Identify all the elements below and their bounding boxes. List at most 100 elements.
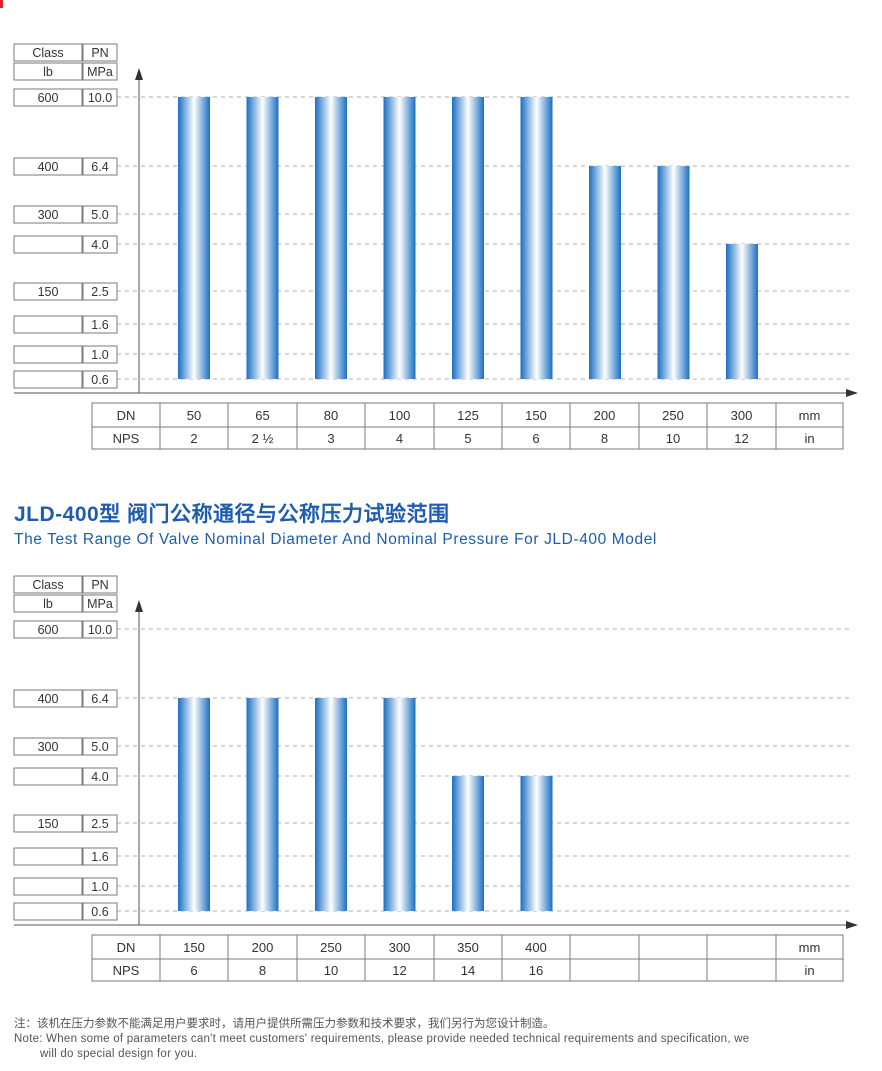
dn-unit: mm — [799, 408, 821, 423]
nps-value-4: 14 — [461, 963, 475, 978]
dn-value-1: 200 — [252, 940, 274, 955]
lb-header-box — [13, 62, 83, 81]
class-box-0 — [13, 620, 83, 639]
pn-box-6 — [82, 877, 118, 896]
x-axis-arrow — [846, 389, 858, 397]
class-box-6 — [13, 877, 83, 896]
nps-value-4: 5 — [464, 431, 471, 446]
pn-label-3: 4.0 — [91, 770, 108, 784]
class-header: Class — [32, 578, 63, 592]
class-box-6 — [13, 345, 83, 364]
pn-label-4: 2.5 — [91, 285, 108, 299]
bar-3 — [383, 698, 416, 911]
dn-value-5: 150 — [525, 408, 547, 423]
chart-test-range-1: Class PN lb MPa 600 10.0 400 6.4 300 5.0 4.0 150 2.5… — [0, 0, 882, 460]
nps-value-3: 4 — [396, 431, 403, 446]
class-label-0: 600 — [38, 91, 59, 105]
nps-value-1: 2 ½ — [252, 431, 274, 446]
mpa-header-box — [82, 62, 118, 81]
class-box-2 — [13, 737, 83, 756]
pn-box-0 — [82, 620, 118, 639]
pn-box-3 — [82, 235, 118, 254]
dn-value-7: 250 — [662, 408, 684, 423]
size-table — [91, 934, 844, 982]
note-cn: 注：该机在压力参数不能满足用户要求时，请用户提供所需压力参数和技术要求，我们另行… — [14, 1018, 555, 1030]
pn-header: PN — [91, 46, 108, 60]
pn-box-2 — [82, 205, 118, 224]
note-en-line-2: will do special design for you. — [40, 1048, 198, 1060]
class-box-4 — [13, 814, 83, 833]
nps-unit: in — [804, 963, 814, 978]
bar-5 — [520, 776, 553, 911]
pn-label-7: 0.6 — [91, 905, 108, 919]
class-box-7 — [13, 370, 83, 389]
pn-label-2: 5.0 — [91, 740, 108, 754]
dn-value-3: 100 — [389, 408, 411, 423]
nps-row-label: NPS — [113, 431, 140, 446]
chart-1-svg: Class PN lb MPa 600 10.0 400 6.4 300 5.0 4.0 150 2.5… — [13, 43, 858, 450]
class-box-3 — [13, 767, 83, 786]
bar-0 — [178, 97, 210, 379]
nps-value-2: 3 — [327, 431, 334, 446]
bar-2 — [315, 97, 347, 379]
pn-label-5: 1.6 — [91, 318, 108, 332]
dn-unit: mm — [799, 940, 821, 955]
class-header-box — [13, 43, 83, 62]
pn-box-1 — [82, 157, 118, 176]
class-label-4: 150 — [38, 817, 59, 831]
nps-value-5: 16 — [529, 963, 543, 978]
class-box-4 — [13, 282, 83, 301]
dn-value-0: 50 — [187, 408, 201, 423]
pn-label-1: 6.4 — [91, 160, 108, 174]
class-box-2 — [13, 205, 83, 224]
bar-6 — [589, 166, 621, 379]
note-en-line-1: Note: When some of parameters can't meet… — [14, 1033, 750, 1045]
bar-7 — [657, 166, 690, 379]
bar-4 — [452, 97, 484, 379]
dn-value-2: 80 — [324, 408, 338, 423]
pn-label-0: 10.0 — [88, 623, 112, 637]
class-box-1 — [13, 689, 83, 708]
class-label-1: 400 — [38, 692, 59, 706]
pn-box-7 — [82, 370, 118, 389]
pn-box-3 — [82, 767, 118, 786]
lb-header: lb — [43, 597, 53, 611]
dn-value-8: 300 — [731, 408, 753, 423]
pn-label-5: 1.6 — [91, 850, 108, 864]
pn-header-box — [82, 43, 118, 62]
class-label-1: 400 — [38, 160, 59, 174]
nps-value-0: 6 — [190, 963, 197, 978]
red-corner-mark — [0, 0, 3, 8]
pn-label-1: 6.4 — [91, 692, 108, 706]
pn-box-5 — [82, 315, 118, 334]
class-label-2: 300 — [38, 208, 59, 222]
dn-value-5: 400 — [525, 940, 547, 955]
nps-row-label: NPS — [113, 963, 140, 978]
class-box-3 — [13, 235, 83, 254]
y-axis-arrow — [135, 68, 143, 80]
dn-value-3: 300 — [389, 940, 411, 955]
pn-label-6: 1.0 — [91, 348, 108, 362]
nps-value-5: 6 — [532, 431, 539, 446]
class-label-2: 300 — [38, 740, 59, 754]
x-axis-arrow — [846, 921, 858, 929]
class-box-5 — [13, 315, 83, 334]
pn-box-0 — [82, 88, 118, 107]
pn-box-2 — [82, 737, 118, 756]
bar-4 — [452, 776, 484, 911]
pn-header-box — [82, 575, 118, 594]
class-header-box — [13, 575, 83, 594]
chart-test-range-2: Class PN lb MPa 600 10.0 400 6.4 300 5.0 4.0 150 2.5… — [0, 532, 882, 992]
pn-label-0: 10.0 — [88, 91, 112, 105]
class-label-4: 150 — [38, 285, 59, 299]
dn-value-6: 200 — [594, 408, 616, 423]
class-box-5 — [13, 847, 83, 866]
bar-1 — [246, 97, 279, 379]
mpa-header-box — [82, 594, 118, 613]
pn-header: PN — [91, 578, 108, 592]
nps-value-1: 8 — [259, 963, 266, 978]
pn-label-6: 1.0 — [91, 880, 108, 894]
y-axis-arrow — [135, 600, 143, 612]
nps-value-2: 10 — [324, 963, 338, 978]
class-box-7 — [13, 902, 83, 921]
